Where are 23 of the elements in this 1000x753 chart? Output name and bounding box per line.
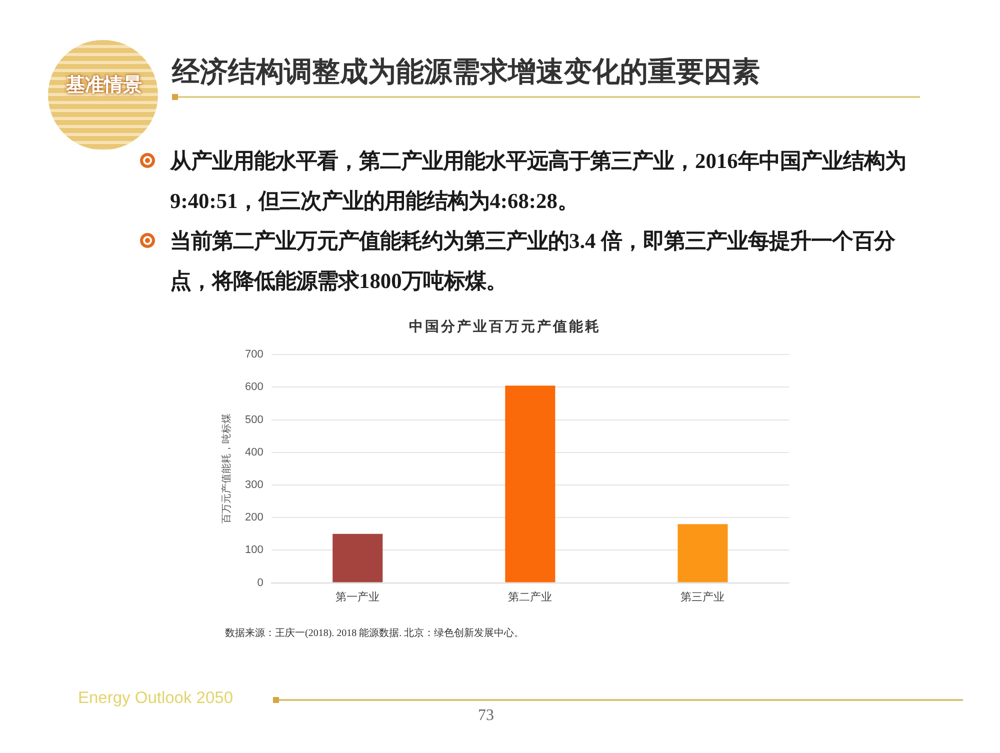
y-tick-label: 400 — [244, 446, 264, 458]
bar — [678, 524, 728, 582]
y-tick-label: 200 — [244, 512, 264, 524]
y-axis-title: 百万元产值能耗，吨标煤 — [220, 414, 233, 524]
text: 基准情景 — [66, 73, 142, 98]
x-tick-label: 第一产业 — [336, 590, 380, 604]
text: 从产业用能水平看，第二产业用能水平远高于第三产业，2016年中国产业结构为9:40:51，但三次产业的用能结构为4:68:28。 — [170, 148, 907, 215]
x-tick-label: 第二产业 — [508, 590, 552, 604]
x-tick-label: 第三产业 — [680, 590, 725, 604]
chart-subtitle: 中国分产业百万元产值能耗 — [408, 318, 602, 336]
bar — [332, 534, 383, 582]
y-tick-label: 700 — [244, 348, 264, 361]
bar — [505, 386, 556, 582]
chart-title: 经济结构调整成为能源需求增速变化的重要因素 — [172, 54, 760, 90]
y-tick-label: 600 — [244, 381, 264, 394]
source-note: 数据来源：王庆一(2018). 2018 能源数据. 北京：绿色创新发展中心。 — [225, 626, 524, 640]
y-tick-label: 100 — [244, 544, 264, 556]
text: 当前第二产业万元产值能耗约为第三产业的3.4 倍，即第三产业每提升一个百分点，将降低能源需求1800万吨标煤。 — [170, 228, 896, 295]
y-tick-label: 300 — [244, 479, 264, 492]
y-tick-label: 500 — [244, 414, 264, 426]
text: 73 — [478, 707, 494, 725]
y-tick-label: 0 — [257, 576, 264, 589]
text: Energy Outlook 2050 — [78, 689, 234, 708]
